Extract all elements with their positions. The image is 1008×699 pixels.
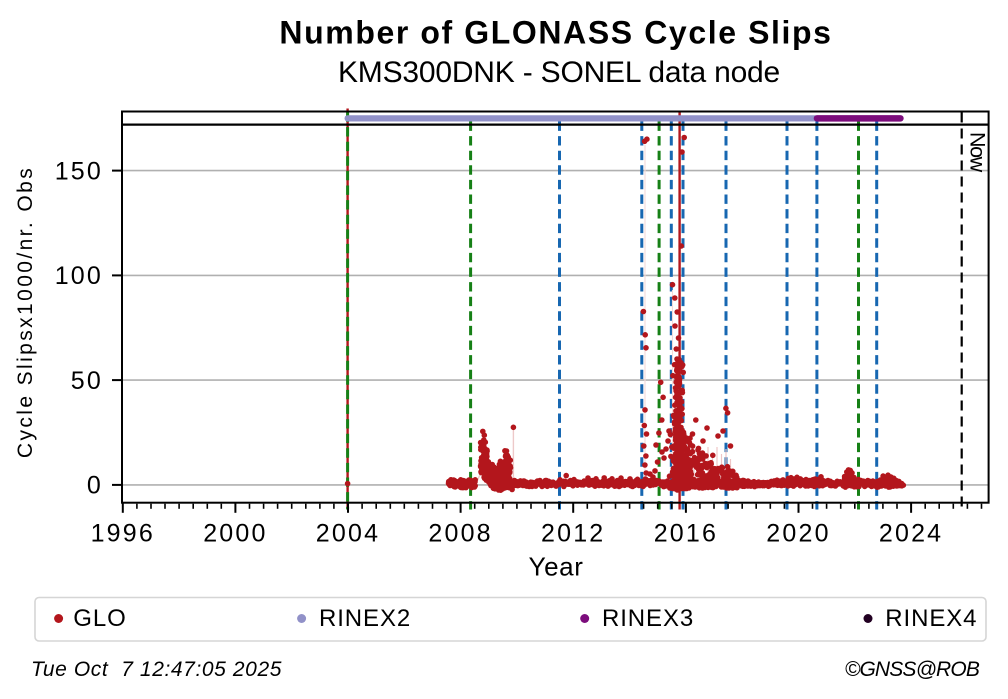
svg-text:RINEX2: RINEX2 <box>319 605 411 632</box>
svg-text:2024: 2024 <box>879 520 943 548</box>
svg-text:2016: 2016 <box>654 520 718 548</box>
svg-text:Number of GLONASS Cycle Slips: Number of GLONASS Cycle Slips <box>279 15 832 51</box>
svg-text:50: 50 <box>71 367 103 395</box>
svg-text:2008: 2008 <box>428 520 492 548</box>
svg-text:Now: Now <box>966 132 990 173</box>
svg-text:Cycle Slipsx1000/nr. Obs: Cycle Slipsx1000/nr. Obs <box>14 166 37 458</box>
svg-text:150: 150 <box>55 157 103 185</box>
svg-text:KMS300DNK - SONEL data node: KMS300DNK - SONEL data node <box>338 56 780 89</box>
svg-text:2020: 2020 <box>766 520 830 548</box>
svg-text:2000: 2000 <box>203 520 267 548</box>
svg-text:2004: 2004 <box>316 520 380 548</box>
svg-text:2012: 2012 <box>541 520 605 548</box>
svg-text:RINEX3: RINEX3 <box>602 605 694 632</box>
svg-text:Year: Year <box>529 552 584 582</box>
svg-text:©GNSS@ROB: ©GNSS@ROB <box>845 658 980 681</box>
svg-text:1996: 1996 <box>91 520 155 548</box>
svg-text:100: 100 <box>55 262 103 290</box>
svg-text:RINEX4: RINEX4 <box>885 605 977 632</box>
svg-text:0: 0 <box>87 472 103 500</box>
svg-text:GLO: GLO <box>73 605 126 632</box>
svg-text:Tue Oct 7 12:47:05 2025: Tue Oct 7 12:47:05 2025 <box>31 658 282 681</box>
